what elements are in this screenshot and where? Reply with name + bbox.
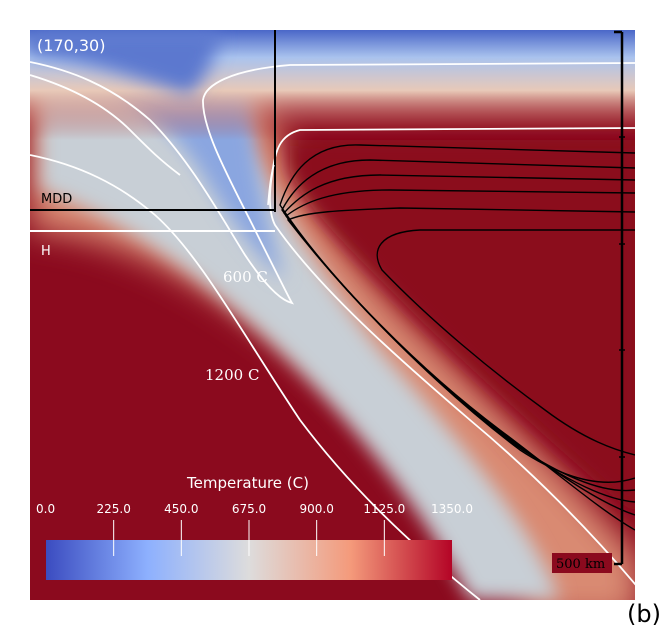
colorbar-ticks: 0.0 225.0 450.0 675.0 900.0 1125.0 1350.0 <box>36 502 473 556</box>
isotherm-600-contour <box>30 61 635 305</box>
temperature-field <box>30 30 635 600</box>
h-label: H <box>41 244 51 259</box>
colorbar-title: Temperature (C) <box>186 474 309 492</box>
isotherm-deep-contour <box>30 154 481 600</box>
isotherms <box>30 61 635 600</box>
mdd-label: MDD <box>41 192 72 207</box>
isotherm-1200-label: 1200 C <box>205 366 259 384</box>
streamline <box>376 229 635 456</box>
colorbar-tick-label: 900.0 <box>299 502 333 516</box>
streamline <box>286 207 635 483</box>
corner-coordinate-label: (170,30) <box>37 36 105 55</box>
scale-bar-label: 500 km <box>556 557 605 572</box>
colorbar-tick-label: 0.0 <box>36 502 55 516</box>
slab-cool-core <box>40 50 560 600</box>
colorbar-tick-label: 1350.0 <box>431 502 473 516</box>
isotherm-600-label: 600 C <box>223 268 268 286</box>
streamlines <box>279 144 635 531</box>
structure-lines <box>30 30 276 232</box>
isotherm-outer-contour <box>30 74 181 176</box>
mantle-wedge-hot-core <box>290 140 635 516</box>
scale-bar <box>614 30 625 566</box>
colorbar-tick-label: 675.0 <box>232 502 266 516</box>
colorbar-tick-label: 450.0 <box>164 502 198 516</box>
colorbar: Temperature (C) 0.0 225.0 450.0 675.0 900.0 1… <box>36 474 473 580</box>
scale-bar-label-box <box>552 553 612 573</box>
panel-letter: (b) <box>627 600 661 628</box>
slab-top-interface <box>267 164 275 206</box>
colorbar-tick-label: 225.0 <box>96 502 130 516</box>
colorbar-tick-label: 1125.0 <box>363 502 405 516</box>
